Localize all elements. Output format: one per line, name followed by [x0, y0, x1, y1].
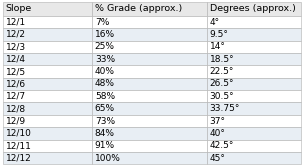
Text: 14°: 14°: [209, 42, 226, 51]
Text: 12/8: 12/8: [5, 104, 26, 113]
Bar: [3, 2, 92, 16]
Bar: [207, 2, 301, 16]
Text: % Grade (approx.): % Grade (approx.): [95, 4, 182, 13]
Bar: [207, 140, 301, 152]
Text: Degrees (approx.): Degrees (approx.): [209, 4, 295, 13]
Bar: [3, 65, 92, 78]
Text: 7%: 7%: [95, 18, 109, 27]
Text: 12/5: 12/5: [5, 67, 26, 76]
Text: 100%: 100%: [95, 154, 121, 163]
Bar: [3, 16, 92, 28]
Text: 12/2: 12/2: [5, 30, 26, 39]
Text: 40%: 40%: [95, 67, 115, 76]
Bar: [3, 41, 92, 53]
Text: 12/3: 12/3: [5, 42, 26, 51]
Text: 30.5°: 30.5°: [209, 92, 234, 101]
Text: 12/7: 12/7: [5, 92, 26, 101]
Bar: [207, 90, 301, 102]
Bar: [92, 53, 207, 65]
Bar: [92, 65, 207, 78]
Text: Slope: Slope: [5, 4, 32, 13]
Text: 12/11: 12/11: [5, 141, 31, 150]
Text: 73%: 73%: [95, 117, 115, 125]
Bar: [3, 78, 92, 90]
Text: 12/9: 12/9: [5, 117, 26, 125]
Text: 16%: 16%: [95, 30, 115, 39]
Bar: [207, 102, 301, 115]
Bar: [3, 140, 92, 152]
Bar: [207, 41, 301, 53]
Text: 42.5°: 42.5°: [209, 141, 234, 150]
Bar: [207, 16, 301, 28]
Bar: [3, 90, 92, 102]
Bar: [207, 115, 301, 127]
Text: 84%: 84%: [95, 129, 115, 138]
Text: 12/6: 12/6: [5, 79, 26, 88]
Text: 33.75°: 33.75°: [209, 104, 240, 113]
Text: 9.5°: 9.5°: [209, 30, 228, 39]
Bar: [3, 115, 92, 127]
Bar: [207, 127, 301, 140]
Bar: [3, 127, 92, 140]
Text: 58%: 58%: [95, 92, 115, 101]
Text: 40°: 40°: [209, 129, 226, 138]
Text: 65%: 65%: [95, 104, 115, 113]
Text: 91%: 91%: [95, 141, 115, 150]
Bar: [92, 2, 207, 16]
Text: 33%: 33%: [95, 55, 115, 64]
Text: 12/12: 12/12: [5, 154, 31, 163]
Bar: [207, 152, 301, 164]
Bar: [92, 152, 207, 164]
Bar: [92, 16, 207, 28]
Bar: [92, 28, 207, 41]
Text: 25%: 25%: [95, 42, 115, 51]
Text: 12/1: 12/1: [5, 18, 26, 27]
Text: 45°: 45°: [209, 154, 226, 163]
Text: 22.5°: 22.5°: [209, 67, 234, 76]
Bar: [207, 28, 301, 41]
Text: 18.5°: 18.5°: [209, 55, 234, 64]
Bar: [207, 53, 301, 65]
Bar: [3, 28, 92, 41]
Bar: [92, 115, 207, 127]
Text: 12/10: 12/10: [5, 129, 31, 138]
Bar: [92, 102, 207, 115]
Text: 26.5°: 26.5°: [209, 79, 234, 88]
Bar: [3, 152, 92, 164]
Bar: [3, 53, 92, 65]
Bar: [92, 90, 207, 102]
Text: 4°: 4°: [209, 18, 220, 27]
Bar: [92, 78, 207, 90]
Text: 37°: 37°: [209, 117, 226, 125]
Bar: [207, 65, 301, 78]
Bar: [92, 140, 207, 152]
Text: 12/4: 12/4: [5, 55, 26, 64]
Bar: [3, 102, 92, 115]
Bar: [92, 41, 207, 53]
Text: 48%: 48%: [95, 79, 115, 88]
Bar: [92, 127, 207, 140]
Bar: [207, 78, 301, 90]
